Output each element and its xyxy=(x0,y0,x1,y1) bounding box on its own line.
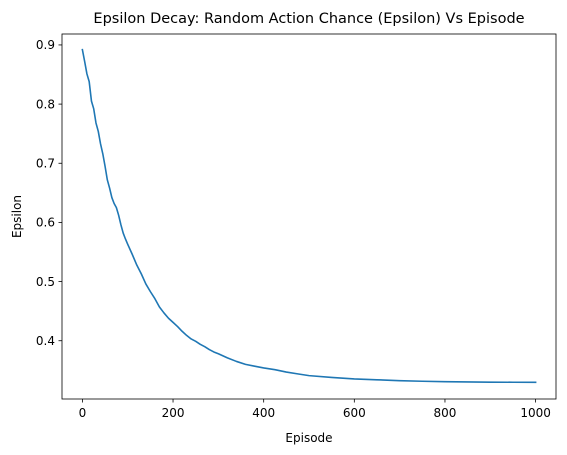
x-tick-label: 0 xyxy=(79,406,87,420)
x-tick-label: 800 xyxy=(434,406,457,420)
x-tick-label: 200 xyxy=(162,406,185,420)
chart-title: Epsilon Decay: Random Action Chance (Eps… xyxy=(93,11,524,27)
y-tick-label: 0.6 xyxy=(36,216,55,230)
y-tick-label: 0.5 xyxy=(36,275,55,289)
x-tick-label: 1000 xyxy=(520,406,551,420)
y-tick-label: 0.8 xyxy=(36,97,55,111)
y-tick-label: 0.7 xyxy=(36,157,55,171)
y-tick-label: 0.4 xyxy=(36,334,55,348)
y-tick-label: 0.9 xyxy=(36,38,55,52)
x-axis-label: Episode xyxy=(285,431,332,445)
y-axis-label: Epsilon xyxy=(10,195,24,238)
x-tick-label: 600 xyxy=(343,406,366,420)
x-tick-label: 400 xyxy=(252,406,275,420)
